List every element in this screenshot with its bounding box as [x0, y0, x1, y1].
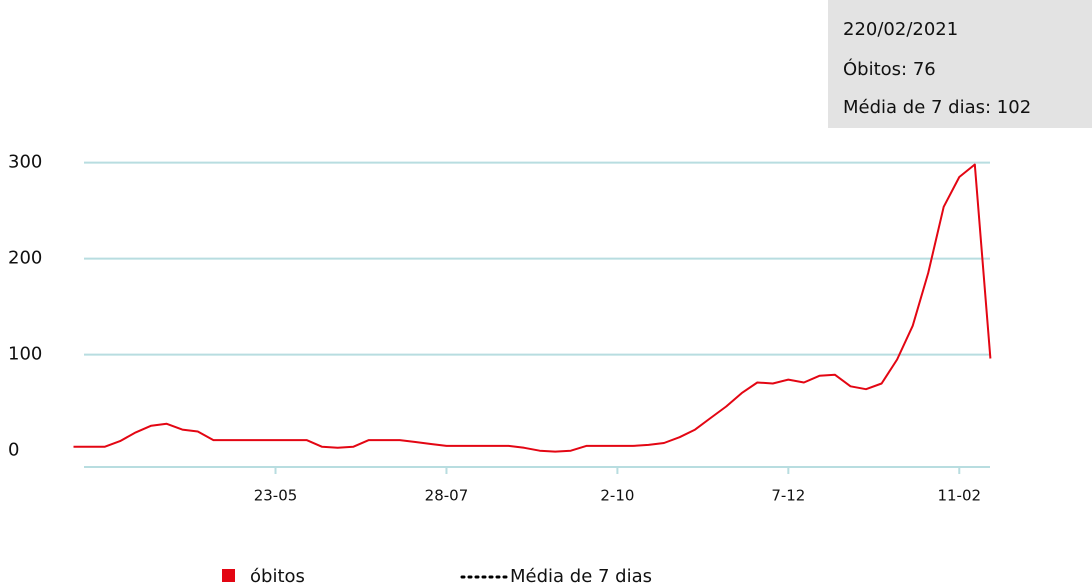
- data-line: [73, 163, 992, 453]
- legend-swatch: [222, 569, 235, 582]
- x-tick-label: 11-02: [937, 487, 981, 505]
- x-tick-label: 7-12: [771, 487, 805, 505]
- legend-label: óbitos: [250, 566, 305, 587]
- tooltip-box: [828, 0, 1092, 128]
- tooltip-deaths: Óbitos: 76: [843, 58, 936, 80]
- x-tick-label: 23-05: [254, 487, 298, 505]
- legend-label: Média de 7 dias: [510, 566, 652, 587]
- y-tick-label: 100: [8, 344, 42, 365]
- y-tick-label: 200: [8, 248, 42, 269]
- y-tick-label: 300: [8, 152, 42, 173]
- x-tick-label: 28-07: [425, 487, 469, 505]
- x-tick-label: 2-10: [600, 487, 634, 505]
- tooltip-average: Média de 7 dias: 102: [843, 97, 1031, 118]
- tooltip-date: 220/02/2021: [843, 19, 958, 40]
- y-tick-label: 0: [8, 440, 19, 461]
